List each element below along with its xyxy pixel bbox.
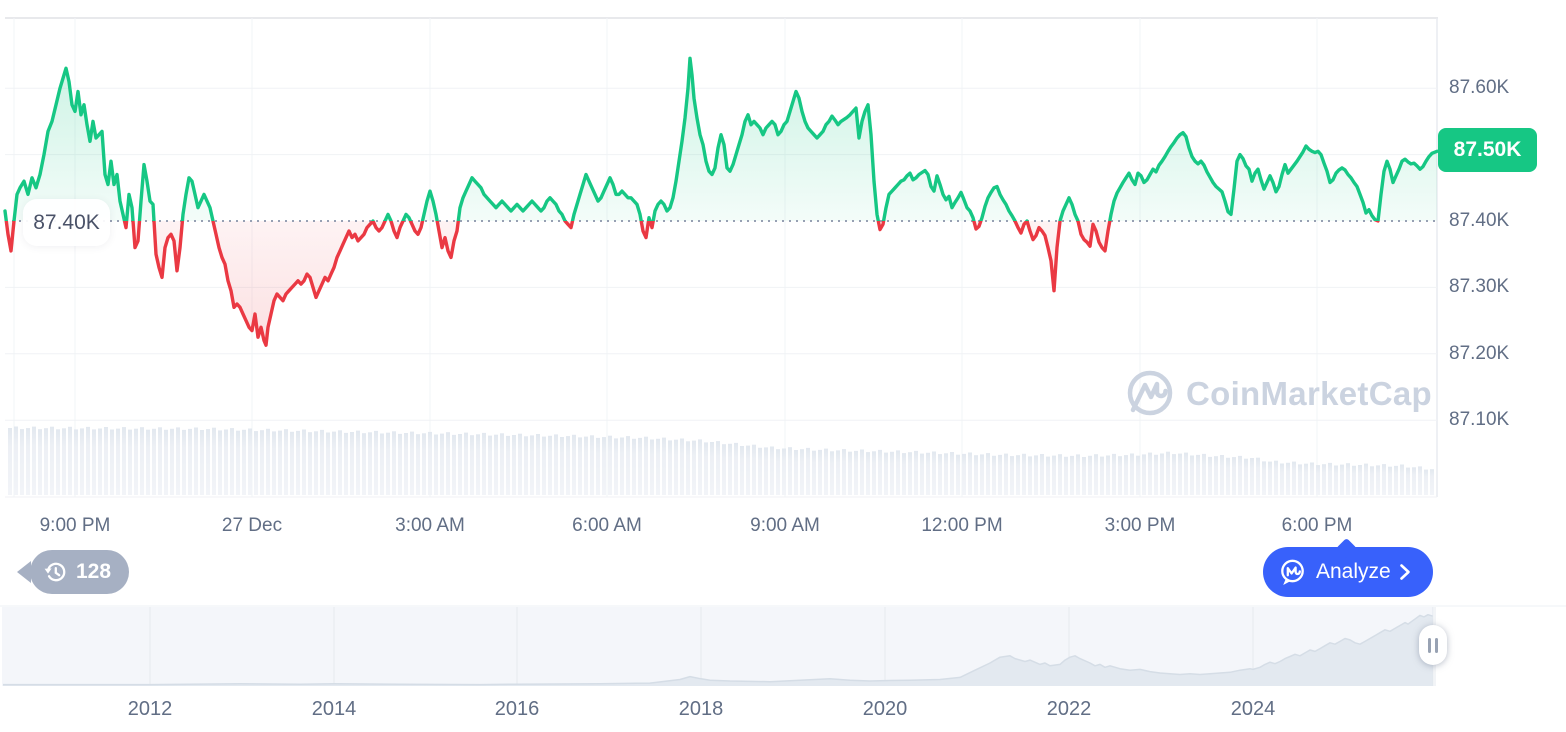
timeline-year-label: 2014 bbox=[311, 698, 357, 720]
time-axis: 9:00 PM 27 Dec 3:00 AM 6:00 AM 9:00 AM 12:00 … bbox=[0, 515, 1566, 541]
x-axis-label: 6:00 AM bbox=[572, 515, 642, 536]
y-axis-label: 87.60K bbox=[1449, 77, 1510, 99]
y-axis-label: 87.40K bbox=[1449, 210, 1510, 231]
analyze-button-label: Analyze bbox=[1316, 560, 1391, 583]
timeline-year-label: 2022 bbox=[1046, 698, 1092, 720]
analyze-button[interactable]: Analyze bbox=[1263, 547, 1433, 597]
x-axis-label: 3:00 PM bbox=[1104, 515, 1176, 536]
x-axis-label: 27 Dec bbox=[221, 515, 283, 536]
price-chart-canvas[interactable] bbox=[0, 0, 1566, 510]
cmc-chat-icon bbox=[1277, 557, 1308, 588]
history-clock-icon bbox=[42, 559, 69, 586]
baseline-price-pill: 87.40K bbox=[23, 199, 110, 246]
x-axis-label: 3:00 AM bbox=[395, 515, 465, 536]
x-axis-label: 6:00 PM bbox=[1281, 515, 1353, 536]
current-price-label: 87.50K bbox=[1453, 138, 1522, 161]
coinmarketcap-logo-icon bbox=[1124, 368, 1176, 420]
x-axis-label: 9:00 AM bbox=[750, 515, 820, 536]
timeline-year-label: 2018 bbox=[678, 698, 724, 720]
chevron-right-icon bbox=[1399, 563, 1411, 581]
timeline-year-axis: 2012 2014 2016 2018 2020 2022 2024 bbox=[0, 698, 1566, 726]
timeline-year-label: 2024 bbox=[1230, 698, 1276, 720]
timeline-chart[interactable] bbox=[0, 0, 1566, 700]
timeline-year-label: 2012 bbox=[127, 698, 173, 720]
y-axis-label: 87.20K bbox=[1449, 342, 1510, 364]
history-count-label: 128 bbox=[76, 560, 112, 583]
timeline-year-label: 2016 bbox=[494, 698, 540, 720]
x-axis-label: 9:00 PM bbox=[39, 515, 111, 536]
timeline-year-label: 2020 bbox=[862, 698, 908, 720]
watermark-text: CoinMarketCap bbox=[1186, 375, 1432, 412]
coinmarketcap-watermark: CoinMarketCap bbox=[1124, 368, 1432, 420]
x-axis-label: 12:00 PM bbox=[921, 515, 1003, 536]
timeline-drag-handle[interactable] bbox=[1419, 625, 1447, 665]
y-axis-label: 87.10K bbox=[1449, 409, 1510, 431]
y-axis-label: 87.30K bbox=[1449, 276, 1510, 298]
baseline-price-label: 87.40K bbox=[33, 210, 100, 234]
history-count-badge[interactable]: 128 bbox=[16, 550, 130, 594]
current-price-badge: 87.50K bbox=[1438, 128, 1537, 172]
